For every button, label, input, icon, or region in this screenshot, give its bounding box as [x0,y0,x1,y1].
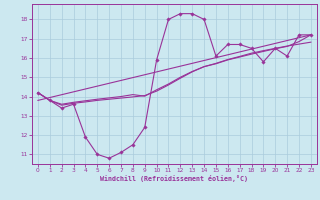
X-axis label: Windchill (Refroidissement éolien,°C): Windchill (Refroidissement éolien,°C) [100,175,248,182]
